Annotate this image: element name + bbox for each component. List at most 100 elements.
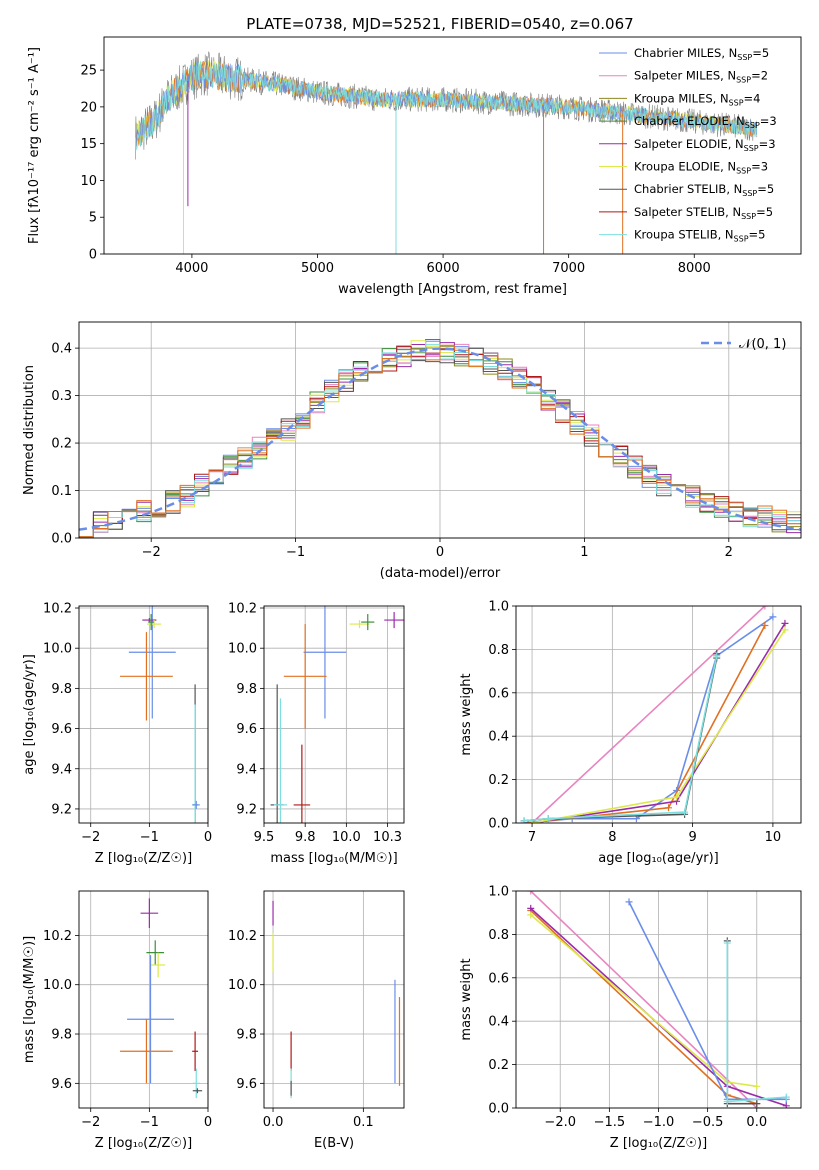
plot-area: [120, 898, 203, 1099]
panel-residuals: 𝒩(0, 1) −2 −1 0 1 2 0.0 0.1 0.2 0.3 0.4 (data-model…: [22, 321, 802, 581]
x-tick-label: −1: [286, 545, 305, 560]
legend-entry: Chabrier ELODIE, NSSP=3: [634, 114, 777, 130]
y-tick-label: 9.8: [236, 682, 257, 697]
y-tick-label: 15: [80, 137, 97, 152]
x-tick-label: −0.5: [692, 1115, 724, 1130]
x-tick-label: 9.5: [254, 830, 275, 845]
weight-marker: [625, 898, 633, 906]
legend: 𝒩(0, 1): [701, 337, 786, 352]
y-tick-label: 9.4: [51, 762, 72, 777]
y-tick-label: 9.6: [51, 722, 72, 737]
errorbar-point: [349, 620, 370, 629]
x-tick-label: 0: [204, 830, 212, 845]
legend-entry: Salpeter MILES, NSSP=2: [634, 69, 768, 85]
weight-marker: [520, 817, 528, 823]
y-tick-label: 0.6: [488, 686, 509, 701]
y-tick-label: 10: [80, 174, 97, 189]
y-tick-label: 10.0: [43, 978, 72, 993]
weight-marker: [769, 613, 777, 621]
weight-marker: [665, 804, 673, 812]
y-tick-label: 9.6: [236, 1077, 257, 1092]
y-tick-label: 10.0: [228, 642, 257, 657]
errorbar-point: [192, 1031, 199, 1072]
y-tick-label: 0.4: [488, 730, 509, 745]
y-tick-label: 1.0: [488, 600, 509, 615]
y-tick-label: 9.2: [236, 802, 257, 817]
y-axis-label: Flux [fλ10⁻¹⁷ erg cm⁻² s⁻¹ A⁻¹]: [27, 47, 42, 244]
x-tick-label: 9.8: [295, 830, 316, 845]
errorbar-point: [140, 898, 159, 928]
weight-marker: [673, 793, 681, 801]
errorbar-point: [120, 632, 173, 721]
x-tick-label: 10.0: [332, 830, 361, 845]
x-axis-label: mass [log₁₀(M/M☉)]: [270, 851, 397, 866]
legend-entry: Salpeter ELODIE, NSSP=3: [634, 137, 776, 153]
weight-marker: [782, 1093, 790, 1101]
errorbar-point: [120, 1019, 173, 1084]
errorbar-point: [273, 698, 288, 823]
y-tick-label: 0.2: [488, 773, 509, 788]
figure-title: PLATE=0738, MJD=52521, FIBERID=0540, z=0…: [246, 15, 633, 33]
weight-marker: [527, 904, 535, 912]
legend-entry: 𝒩(0, 1): [739, 337, 786, 352]
x-tick-label: −2: [81, 830, 100, 845]
y-axis-label: mass [log₁₀(M/M☉)]: [22, 936, 37, 1063]
x-tick-label: 1: [580, 545, 588, 560]
x-tick-label: 5000: [301, 261, 334, 276]
x-tick-label: 10: [765, 830, 782, 845]
y-tick-label: 10.0: [228, 978, 257, 993]
panel-weight-vs-metallicity: −2.0 −1.5 −1.0 −0.5 0.0 0.0 0.2 0.4 0.6 0.8 1.0 Z […: [459, 885, 802, 1151]
weight-marker: [753, 1100, 761, 1108]
x-axis-label: (data-model)/error: [380, 566, 501, 581]
y-tick-label: 25: [80, 64, 97, 79]
y-tick-label: 9.2: [51, 802, 72, 817]
errorbar-point: [384, 612, 404, 629]
errorbar-point: [192, 1088, 203, 1094]
x-tick-label: −2: [142, 545, 161, 560]
weight-marker: [761, 606, 769, 610]
y-tick-label: 0.2: [51, 437, 72, 452]
axes-frame: [78, 605, 209, 824]
y-tick-label: 0: [89, 248, 97, 263]
y-tick-label: 9.8: [236, 1028, 257, 1043]
axes-frame: [78, 890, 209, 1109]
y-tick-label: 0.0: [488, 817, 509, 832]
y-tick-label: 10.2: [43, 602, 72, 617]
errorbar-point: [192, 800, 200, 809]
y-axis-label: mass weight: [459, 673, 474, 755]
x-tick-label: 7000: [552, 261, 585, 276]
errorbar-point: [361, 614, 375, 631]
spectrum-trace: [135, 60, 758, 151]
y-tick-label: 0.4: [488, 1015, 509, 1030]
y-axis-label: Normed distribution: [22, 365, 37, 495]
y-axis-label: age [log₁₀(age/yr)]: [22, 654, 37, 775]
errorbar-point: [128, 606, 176, 719]
y-tick-label: 9.6: [51, 1077, 72, 1092]
spectrum-trace: [135, 61, 758, 146]
x-axis-label: age [log₁₀(age/yr)]: [598, 851, 719, 866]
weight-series-line: [530, 891, 758, 1108]
y-tick-label: 1.0: [488, 885, 509, 900]
x-tick-label: 9: [688, 830, 696, 845]
weight-marker: [761, 622, 769, 630]
y-tick-label: 0.2: [488, 1058, 509, 1073]
weight-marker: [723, 939, 731, 947]
normal-curve: [79, 347, 801, 531]
plot-area: [527, 891, 790, 1108]
y-tick-label: 0.0: [488, 1102, 509, 1117]
weight-series-line: [726, 940, 757, 1105]
weight-marker: [781, 619, 789, 627]
y-tick-label: 0.6: [488, 971, 509, 986]
errorbar-point: [192, 1068, 200, 1099]
x-tick-label: 0.1: [353, 1115, 374, 1130]
axes-frame: [263, 605, 405, 824]
weight-marker: [782, 1102, 790, 1108]
y-axis-label: mass weight: [459, 958, 474, 1040]
x-tick-label: 10.3: [373, 830, 402, 845]
legend-entry: Chabrier MILES, NSSP=5: [634, 46, 769, 62]
plot-area: [120, 606, 200, 823]
y-tick-label: 10.0: [43, 642, 72, 657]
plot-area: [135, 51, 758, 254]
legend-entry: Kroupa STELIB, NSSP=5: [634, 228, 765, 244]
